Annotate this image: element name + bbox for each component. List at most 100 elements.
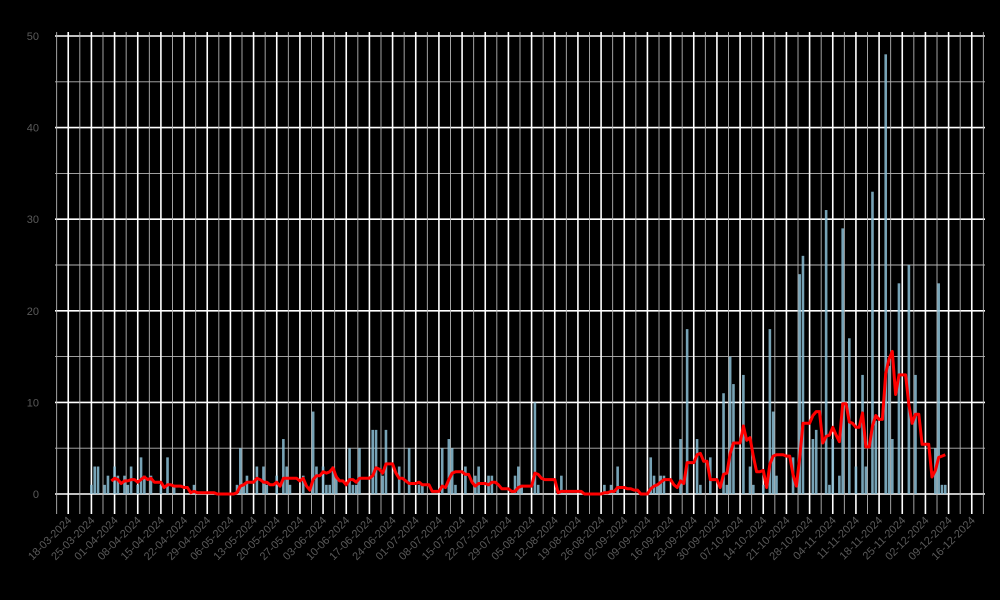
y-tick-label: 0 — [33, 489, 39, 501]
bar — [854, 466, 858, 494]
bar — [421, 484, 424, 494]
bar — [520, 484, 523, 494]
bar — [814, 429, 818, 494]
bar — [725, 484, 729, 494]
y-tick-label: 30 — [27, 214, 39, 226]
bar — [798, 274, 801, 494]
bar — [722, 393, 725, 494]
bar — [166, 457, 169, 494]
grid — [55, 32, 985, 514]
bar — [149, 475, 153, 494]
y-axis: 0 10 20 30 40 50 — [27, 31, 39, 501]
bar — [464, 466, 467, 494]
bar — [123, 475, 126, 494]
bar — [801, 255, 805, 494]
bar — [887, 365, 891, 494]
bar — [864, 466, 868, 494]
bar — [447, 439, 451, 494]
y-tick-label: 40 — [27, 123, 39, 135]
bar — [311, 411, 315, 494]
bar — [771, 411, 775, 494]
bar — [695, 439, 699, 494]
bar — [884, 54, 888, 494]
bar — [315, 466, 318, 494]
bar — [891, 439, 894, 494]
bar — [103, 484, 106, 494]
bar — [513, 475, 517, 494]
bar — [136, 484, 140, 494]
bar — [301, 475, 305, 494]
bar — [490, 475, 494, 494]
bar — [533, 402, 537, 494]
bar — [742, 374, 745, 494]
bar — [348, 448, 351, 494]
bar — [752, 484, 755, 494]
bar — [560, 475, 563, 494]
bar — [699, 484, 702, 494]
bar — [477, 466, 480, 494]
bar — [417, 484, 421, 494]
bar — [106, 475, 110, 494]
bar — [374, 429, 378, 494]
bar — [609, 484, 613, 494]
bar — [321, 466, 325, 494]
bar — [139, 457, 143, 494]
rolling-mean-line — [110, 349, 946, 496]
bar — [454, 484, 457, 494]
bar — [351, 484, 355, 494]
bar — [239, 448, 242, 494]
bar — [649, 457, 653, 494]
bar — [126, 484, 130, 494]
bar — [325, 484, 328, 494]
bar — [914, 374, 917, 494]
bar — [874, 420, 878, 494]
bar — [275, 475, 279, 494]
bar — [861, 374, 864, 494]
bar — [603, 484, 606, 494]
bar — [288, 484, 292, 494]
bar — [679, 439, 682, 494]
bar — [775, 475, 778, 494]
y-tick-label: 20 — [27, 306, 39, 318]
bar — [407, 448, 411, 494]
bar — [90, 484, 93, 494]
bar — [824, 210, 828, 495]
bar — [262, 466, 265, 494]
bar — [732, 384, 735, 494]
bar — [768, 329, 772, 494]
bar — [93, 466, 97, 494]
rolling-mean-path — [110, 349, 946, 496]
bar — [282, 439, 285, 494]
bar — [331, 466, 335, 494]
bar — [285, 466, 288, 494]
bar — [536, 484, 540, 494]
bar — [96, 466, 100, 494]
bar — [838, 475, 841, 494]
bar — [192, 484, 196, 494]
bar — [159, 484, 163, 494]
bar — [381, 475, 384, 494]
bar — [685, 329, 689, 494]
bar — [761, 484, 765, 494]
bar — [113, 466, 116, 494]
x-axis: 18-03-202425-03-202401-04-202408-04-2024… — [26, 515, 978, 563]
bar — [616, 466, 619, 494]
bar — [871, 191, 874, 494]
bar — [662, 475, 666, 494]
bar — [440, 448, 444, 494]
y-tick-label: 50 — [27, 31, 39, 43]
bar — [397, 466, 401, 494]
bar — [659, 475, 662, 494]
bar — [897, 283, 901, 494]
bar — [354, 484, 358, 494]
bar — [937, 283, 940, 494]
bar — [245, 475, 249, 494]
bar — [143, 475, 146, 494]
bar — [242, 484, 245, 494]
bar — [371, 429, 375, 494]
bar — [748, 466, 752, 494]
bar — [656, 484, 659, 494]
bar — [358, 448, 361, 494]
